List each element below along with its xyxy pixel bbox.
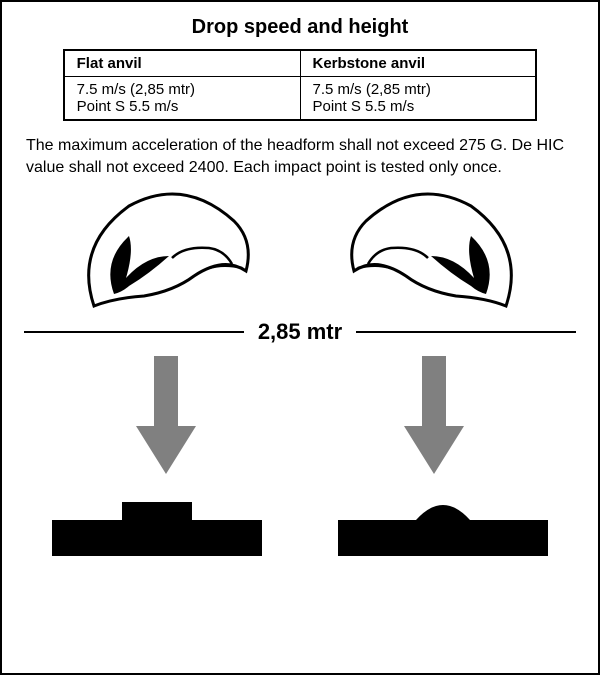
kerbstone-anvil-icon [338,496,548,556]
flat-anvil-block: Flat Anvil [52,496,262,588]
height-line-left [24,331,244,333]
table-header-kerb: Kerbstone anvil [300,50,536,77]
table-cell: 7.5 m/s (2,85 mtr) Point S 5.5 m/s [64,77,300,121]
cell-text: Point S 5.5 m/s [313,98,415,115]
cell-text: Point S 5.5 m/s [77,98,179,115]
table-cell: 7.5 m/s (2,85 mtr) Point S 5.5 m/s [300,77,536,121]
arrows-row [24,344,576,494]
cell-text: 7.5 m/s (2,85 mtr) [77,81,195,98]
kerbstone-anvil-block: Kerbstone Anvil [338,496,548,588]
arrow-down-right-icon [404,356,464,476]
diagram-area: 2,85 mtr Flat Anvil Kerbston [24,186,576,626]
spec-table: Flat anvil Kerbstone anvil 7.5 m/s (2,85… [63,49,538,121]
kerbstone-anvil-label: Kerbstone Anvil [338,560,548,580]
table-row: Flat anvil Kerbstone anvil [64,50,537,77]
cell-text: 7.5 m/s (2,85 mtr) [313,81,431,98]
flat-anvil-icon [52,496,262,556]
helmets-row [24,186,576,326]
description-paragraph: The maximum acceleration of the headform… [26,135,574,178]
arrow-down-left-icon [136,356,196,476]
table-header-flat: Flat anvil [64,50,300,77]
anvils-row: Flat Anvil Kerbstone Anvil [24,494,576,594]
page-title: Drop speed and height [24,16,576,39]
page-frame: Drop speed and height Flat anvil Kerbsto… [0,0,600,675]
helmet-left-icon [74,186,254,316]
helmet-right-icon [346,186,526,316]
table-row: 7.5 m/s (2,85 mtr) Point S 5.5 m/s 7.5 m… [64,77,537,121]
height-line-right [356,331,576,333]
flat-anvil-label: Flat Anvil [52,560,262,580]
height-line-row: 2,85 mtr [24,320,576,344]
height-label: 2,85 mtr [244,319,356,345]
